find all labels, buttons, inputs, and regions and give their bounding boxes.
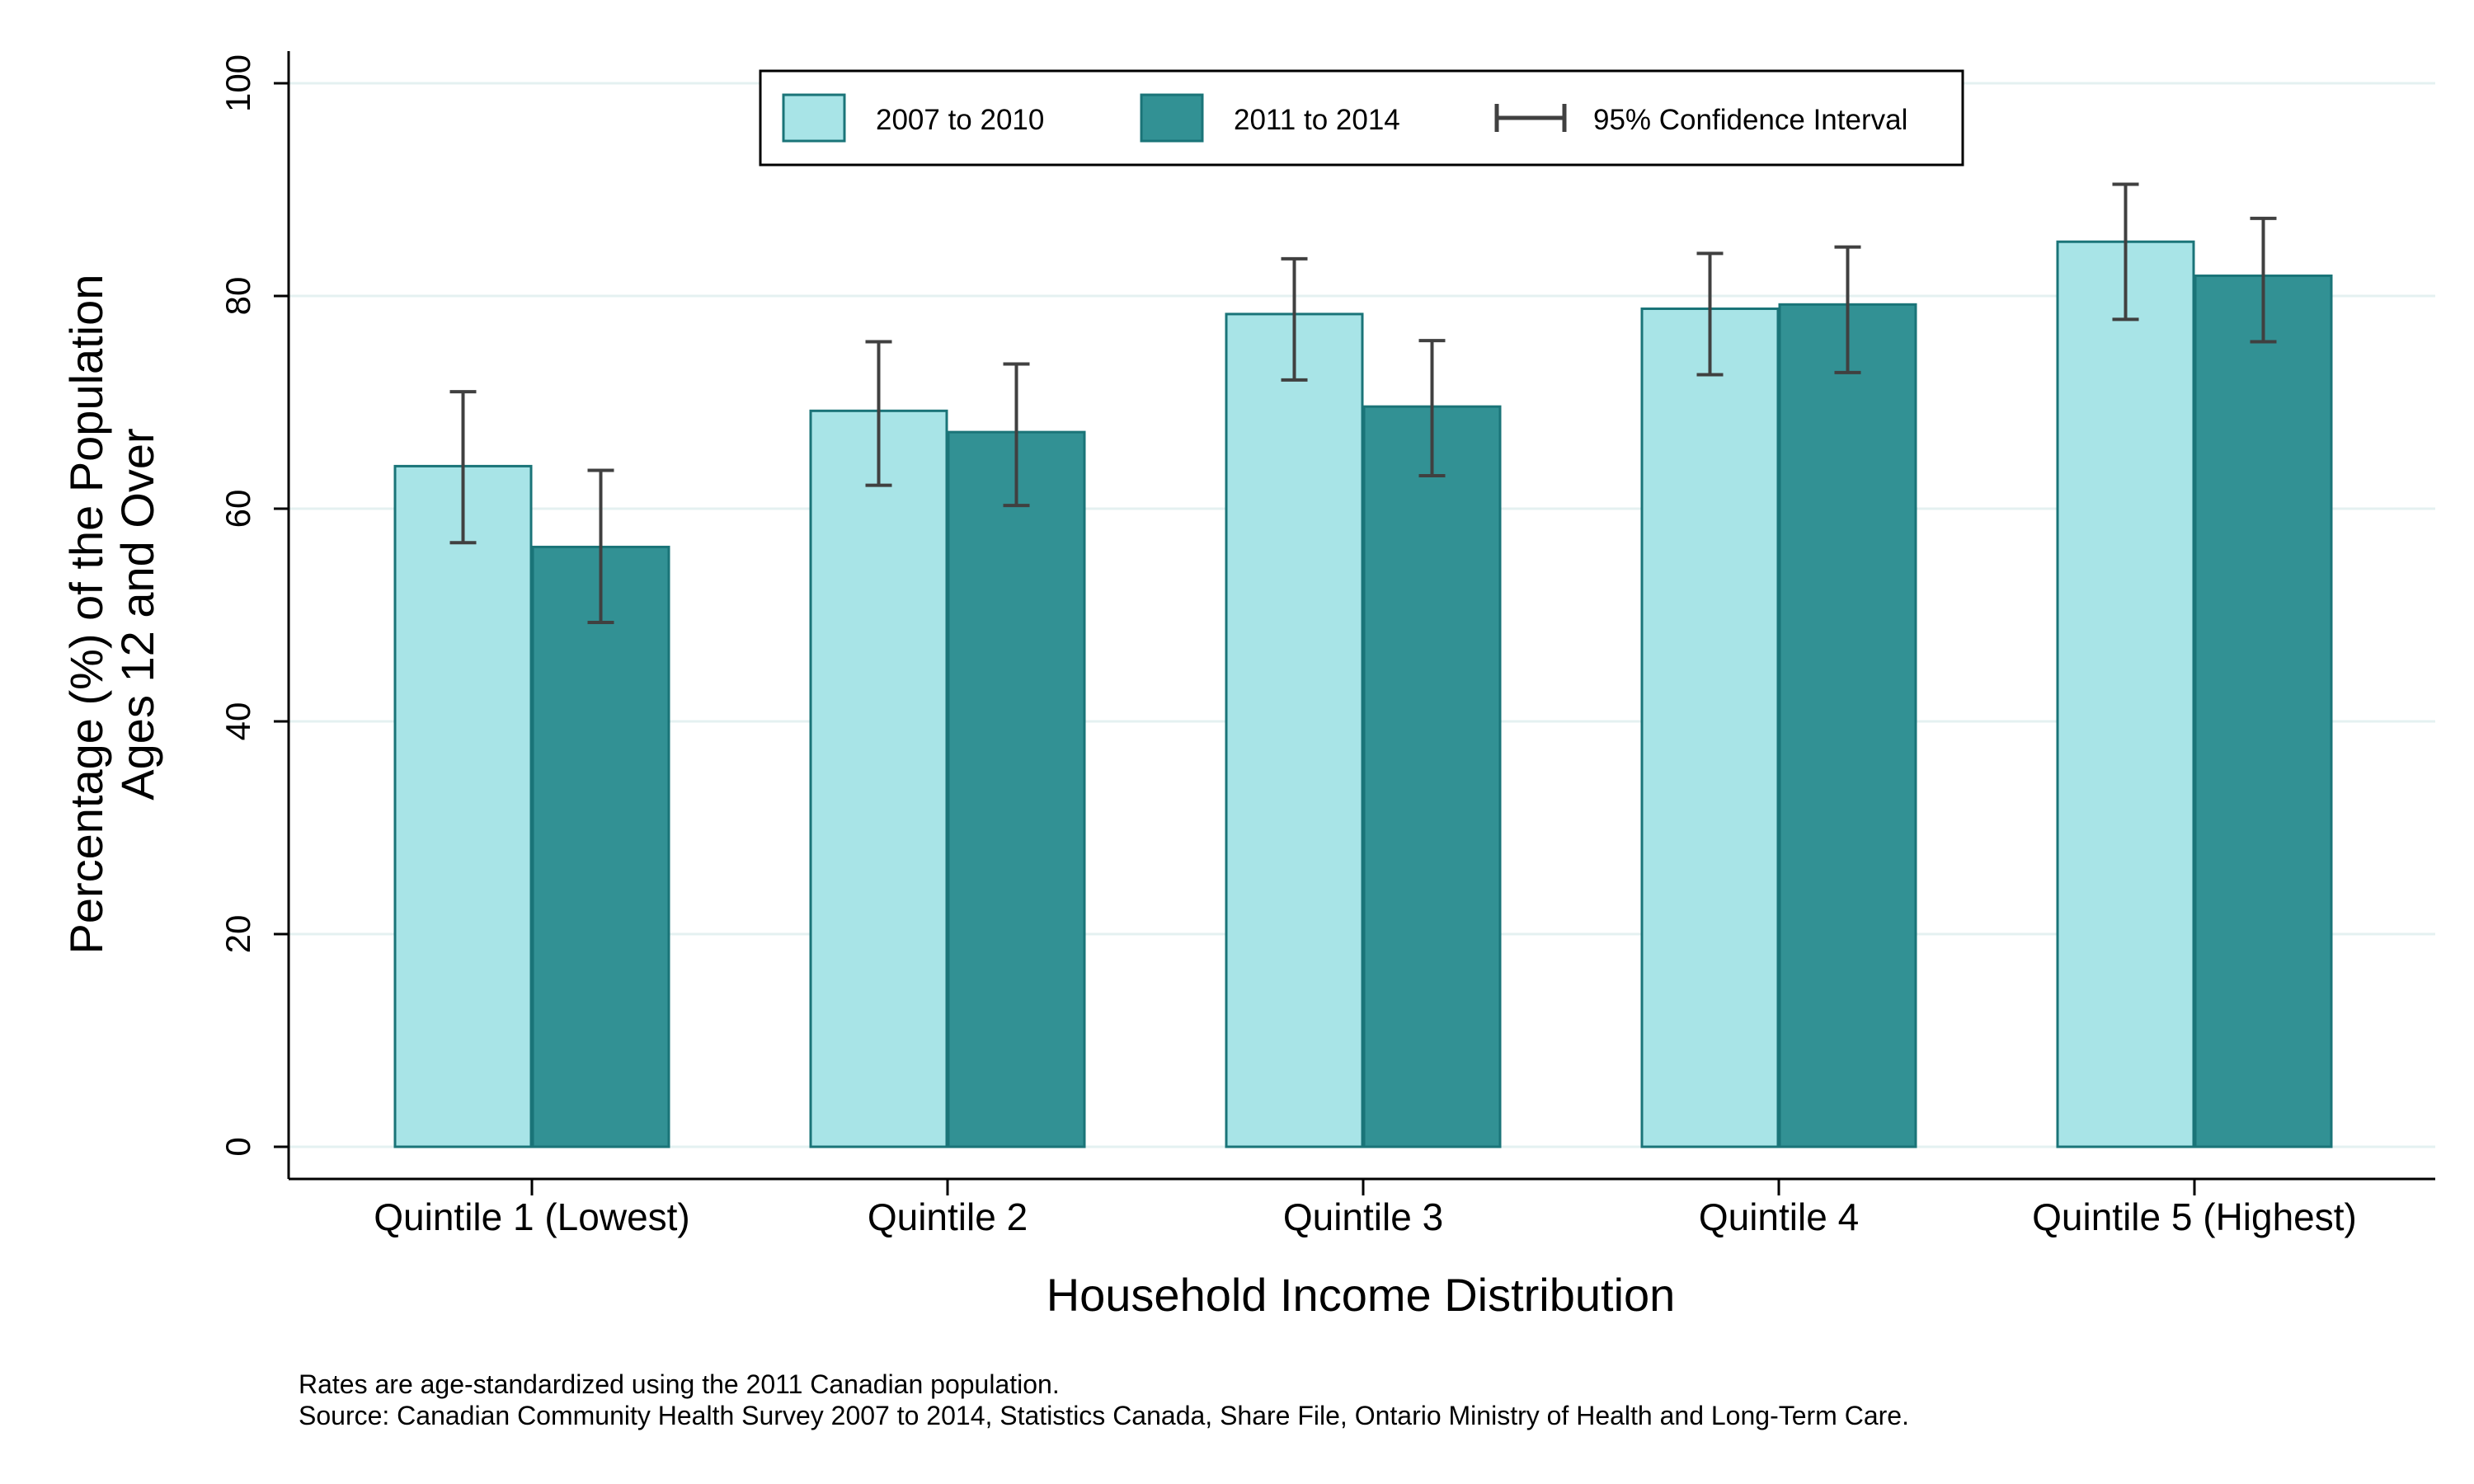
y-axis-title-line-1: Percentage (%) of the Population: [60, 275, 112, 955]
legend-label-2011-2014: 2011 to 2014: [1234, 104, 1400, 136]
y-axis-title-line-2: Ages 12 and Over: [111, 428, 163, 800]
y-tick-label-60: 60: [219, 490, 257, 528]
x-tick-label-quintile-2: Quintile 2: [868, 1195, 1028, 1238]
bar-2007-to-2010-quintile-3: [1225, 312, 1364, 1148]
legend-swatch-2011-2014: [1140, 93, 1204, 143]
x-ticks: Quintile 1 (Lowest) Quintile 2 Quintile 3 Q…: [374, 1179, 2357, 1238]
legend-box: [759, 69, 1964, 167]
bar-2011-to-2014-quintile-4: [1778, 303, 1917, 1148]
bar-2007-to-2010-quintile-1-lowest: [393, 464, 533, 1148]
error-bars: [449, 182, 2277, 625]
legend: 2007 to 2010 2011 to 2014 95% Confidence…: [759, 69, 1964, 167]
y-tick-label-80: 80: [219, 277, 257, 316]
x-tick-label-quintile-5-highest: Quintile 5 (Highest): [2032, 1195, 2357, 1238]
error-bar-2011-to-2014-quintile-3: [1418, 339, 1446, 478]
bar-2011-to-2014-quintile-3: [1362, 405, 1502, 1148]
bar-2007-to-2010-quintile-2: [809, 409, 948, 1148]
y-axis-title: Percentage (%) of the Population Ages 12…: [60, 275, 163, 955]
legend-label-ci: 95% Confidence Interval: [1593, 104, 1907, 136]
x-tick-label-quintile-1-lowest: Quintile 1 (Lowest): [374, 1195, 690, 1238]
bar-2011-to-2014-quintile-5-highest: [2194, 274, 2333, 1148]
error-bar-2011-to-2014-quintile-2: [1003, 362, 1030, 508]
legend-ci-icon: [1494, 104, 1567, 132]
x-tick-label-quintile-4: Quintile 4: [1699, 1195, 1859, 1238]
bar-2011-to-2014-quintile-1-lowest: [531, 545, 670, 1148]
error-bar-2007-to-2010-quintile-1-lowest: [449, 390, 477, 545]
bar-2007-to-2010-quintile-4: [1640, 307, 1780, 1148]
y-tick-label-40: 40: [219, 702, 257, 741]
x-tick-label-quintile-3: Quintile 3: [1283, 1195, 1443, 1238]
legend-swatch-2007-2010: [782, 93, 846, 143]
error-bar-2007-to-2010-quintile-2: [865, 340, 892, 487]
error-bar-2011-to-2014-quintile-5-highest: [2250, 216, 2277, 344]
error-bar-2007-to-2010-quintile-3: [1281, 256, 1308, 382]
error-bar-2007-to-2010-quintile-5-highest: [2112, 182, 2139, 322]
error-bar-2011-to-2014-quintile-1-lowest: [587, 468, 614, 625]
x-axis-title: Household Income Distribution: [1047, 1269, 1676, 1321]
y-tick-label-100: 100: [219, 54, 257, 112]
error-bar-2011-to-2014-quintile-4: [1834, 245, 1861, 374]
bars: [393, 240, 2333, 1148]
note-age-standardized: Rates are age-standardized using the 201…: [299, 1369, 1060, 1399]
bar-2011-to-2014-quintile-2: [947, 430, 1086, 1148]
error-bar-2007-to-2010-quintile-4: [1696, 251, 1724, 377]
y-tick-label-20: 20: [219, 915, 257, 954]
y-tick-label-0: 0: [219, 1137, 257, 1156]
y-ticks: 0 20 40 60 80 100: [219, 54, 289, 1157]
bar-2007-to-2010-quintile-5-highest: [2056, 240, 2195, 1148]
note-source: Source: Canadian Community Health Survey…: [299, 1401, 1909, 1430]
legend-label-2007-2010: 2007 to 2010: [876, 104, 1044, 136]
